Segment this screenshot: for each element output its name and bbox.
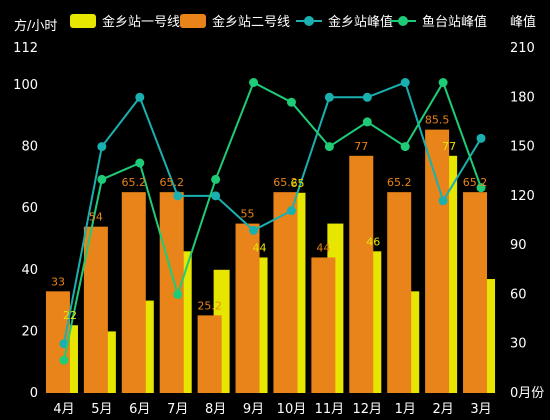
y-right-tick: 120 (510, 189, 535, 204)
y-left-tick: 60 (21, 201, 38, 216)
legend-marker-4 (398, 16, 408, 26)
y-right-ticks: 0月份 30 60 90 120 150 180 210 (510, 41, 544, 401)
data-label-series-2: 65.2 (122, 176, 147, 189)
y-left-tick: 20 (21, 324, 38, 339)
bar-series-2 (349, 155, 374, 393)
x-tick: 1月 (395, 402, 416, 417)
bar-series-2 (463, 192, 488, 393)
data-label-series-1: 77 (442, 140, 456, 153)
legend-swatch-1 (70, 14, 96, 28)
bar-series-2 (273, 192, 298, 393)
y-right-tick: 60 (510, 287, 527, 302)
point-series-3 (135, 92, 145, 102)
legend-label-1: 金乡站一号线 (102, 14, 180, 30)
bar-series-2 (311, 257, 336, 393)
legend-swatch-2 (180, 14, 206, 28)
data-label-series-2: 85.5 (425, 114, 450, 127)
data-label-series-1: 44 (253, 241, 267, 254)
data-label-series-2: 33 (51, 275, 65, 288)
point-series-4 (400, 142, 410, 152)
legend: 金乡站一号线 金乡站二号线 金乡站峰值 鱼台站峰值 (70, 14, 487, 30)
point-series-3 (438, 196, 448, 206)
point-series-3 (362, 92, 372, 102)
bar-series-2 (121, 192, 146, 393)
x-tick: 3月 (470, 402, 491, 417)
data-label-series-2: 77 (354, 140, 368, 153)
line-series-3 (62, 81, 482, 344)
x-tick: 6月 (129, 402, 150, 417)
point-series-3 (97, 142, 107, 152)
data-label-series-1: 65 (290, 177, 304, 190)
point-series-3 (286, 206, 296, 216)
data-label-series-2: 25.2 (197, 299, 222, 312)
lines (59, 78, 486, 365)
data-label-series-1: 22 (63, 309, 77, 322)
legend-marker-3 (304, 16, 314, 26)
point-series-4 (97, 174, 107, 184)
bar-series-2 (83, 226, 108, 393)
data-label-series-2: 54 (89, 211, 103, 224)
y-left-tick: 80 (21, 140, 38, 155)
x-tick: 11月 (315, 402, 345, 417)
y-left-unit: 方/小时 (14, 18, 57, 34)
line-series-4 (62, 80, 482, 361)
x-tick: 7月 (167, 402, 188, 417)
point-series-3 (249, 225, 259, 235)
data-label-series-2: 65.2 (463, 176, 488, 189)
y-right-tick: 90 (510, 238, 527, 253)
data-label-series-1: 46 (366, 235, 380, 248)
point-series-4 (135, 158, 145, 168)
data-label-series-2: 44 (316, 241, 330, 254)
point-series-4 (249, 78, 259, 87)
bar-series-2 (425, 129, 450, 394)
y-right-tick: 0月份 (510, 386, 544, 401)
legend-label-3: 金乡站峰值 (328, 14, 393, 30)
x-tick: 5月 (91, 402, 112, 417)
y-right-tick: 210 (510, 41, 535, 56)
point-series-4 (362, 117, 372, 127)
x-tick: 8月 (205, 402, 226, 417)
point-series-4 (59, 355, 69, 365)
y-left-ticks: 0 20 40 60 80 100 112 (13, 41, 38, 401)
x-tick: 12月 (353, 402, 383, 417)
point-series-3 (324, 92, 334, 102)
data-label-series-2: 55 (241, 208, 255, 221)
y-right-tick: 180 (510, 90, 535, 105)
y-left-tick: 40 (21, 263, 38, 278)
bar-series-2 (235, 223, 260, 393)
data-label-series-2: 65.2 (159, 176, 184, 189)
point-series-3 (211, 191, 221, 201)
x-tick: 4月 (53, 402, 74, 417)
point-series-4 (324, 142, 334, 152)
point-series-3 (476, 133, 486, 143)
bars (45, 129, 496, 394)
legend-label-2: 金乡站二号线 (212, 14, 290, 30)
x-tick: 10月 (277, 402, 307, 417)
legend-label-4: 鱼台站峰值 (422, 14, 487, 30)
y-left-tick: 0 (30, 386, 38, 401)
data-label-series-2: 65.2 (387, 176, 412, 189)
x-tick: 9月 (243, 402, 264, 417)
y-left-tick: 112 (13, 41, 38, 56)
x-ticks: 4月 5月 6月 7月 8月 9月 10月 11月 12月 1月 2月 3月 (53, 402, 491, 417)
bar-series-2 (387, 192, 412, 393)
data-label-series-2: 65.2 (273, 176, 298, 189)
point-series-4 (476, 183, 486, 193)
point-series-4 (286, 97, 296, 107)
y-left-tick: 100 (13, 78, 38, 93)
point-series-4 (438, 78, 448, 87)
bar-series-2 (197, 315, 222, 393)
y-right-unit: 峰值 (510, 14, 536, 30)
y-right-tick: 30 (510, 337, 527, 352)
bar-series-2 (45, 291, 70, 393)
point-series-3 (400, 78, 410, 87)
y-right-tick: 150 (510, 140, 535, 155)
x-tick: 2月 (432, 402, 453, 417)
point-series-4 (173, 289, 183, 299)
point-series-3 (173, 191, 183, 201)
point-series-4 (211, 174, 221, 184)
